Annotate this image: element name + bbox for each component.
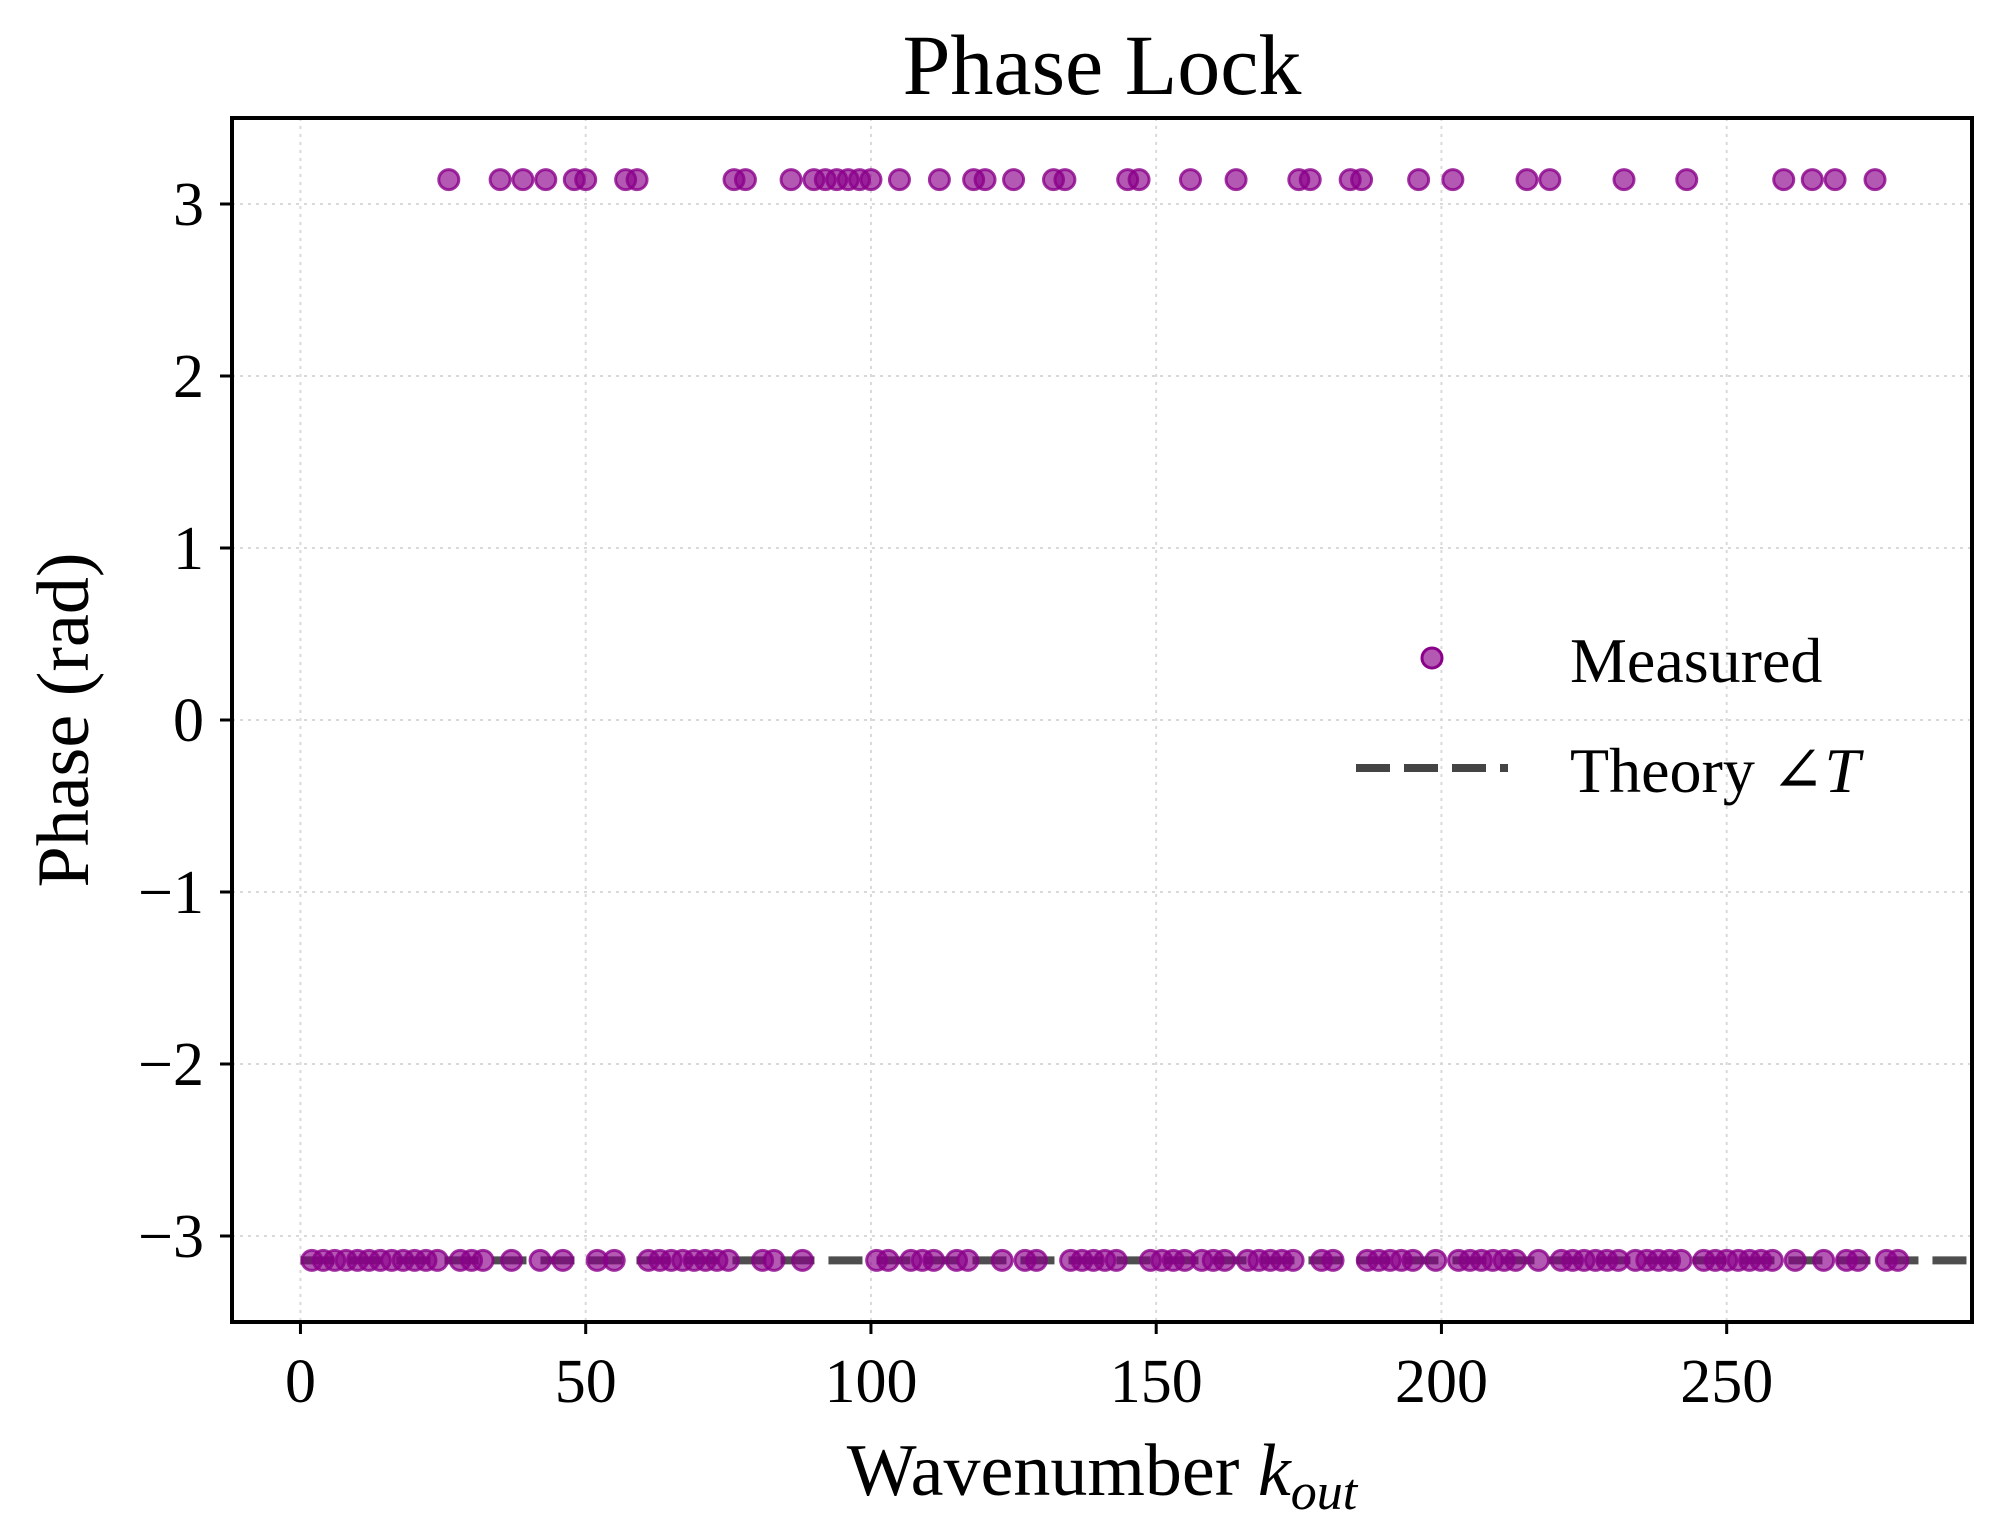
measured-point	[1846, 1248, 1870, 1272]
measured-point	[1321, 1248, 1345, 1272]
measured-point	[500, 1248, 524, 1272]
measured-point	[887, 168, 911, 192]
measured-point	[1441, 168, 1465, 192]
measured-point	[990, 1248, 1014, 1272]
y-tick-label: −2	[138, 1031, 204, 1099]
measured-point	[716, 1248, 740, 1272]
measured-point	[1612, 168, 1636, 192]
measured-point	[733, 168, 757, 192]
y-tick-label: 1	[173, 515, 204, 583]
measured-point	[927, 168, 951, 192]
legend-measured-marker	[1420, 646, 1444, 670]
x-axis-label-text: Wavenumber	[847, 1430, 1240, 1512]
measured-point	[1424, 1248, 1448, 1272]
plot-frame	[230, 116, 1974, 1324]
legend: Measured Theory ∠T	[1356, 625, 1864, 806]
measured-point	[1407, 168, 1431, 192]
measured-point	[574, 168, 598, 192]
measured-point	[1669, 1248, 1693, 1272]
measured-point	[1538, 168, 1562, 192]
measured-point	[511, 168, 535, 192]
legend-theory-label: Theory ∠T	[1570, 735, 1864, 806]
x-tick-label: 0	[285, 1348, 316, 1416]
measured-point	[1213, 1248, 1237, 1272]
measured-point	[534, 168, 558, 192]
measured-point	[1224, 168, 1248, 192]
measured-point	[1298, 168, 1322, 192]
y-tick-label: 2	[173, 343, 204, 411]
measured-point	[1178, 168, 1202, 192]
x-axis-label-sub: out	[1291, 1464, 1359, 1521]
chart-title: Phase Lock	[903, 17, 1302, 113]
x-tick-label: 50	[555, 1348, 617, 1416]
measured-point	[625, 168, 649, 192]
y-tick-label: 0	[173, 687, 204, 755]
measured-point	[790, 1248, 814, 1272]
measured-point	[779, 168, 803, 192]
measured-point	[1281, 1248, 1305, 1272]
measured-point	[1401, 1248, 1425, 1272]
y-axis-label: Phase (rad)	[23, 553, 105, 888]
x-tick-label: 100	[824, 1348, 917, 1416]
measured-point	[973, 168, 997, 192]
measured-point	[1863, 168, 1887, 192]
measured-point	[1675, 168, 1699, 192]
legend-theory-label-var: T	[1824, 735, 1864, 806]
measured-point	[1024, 1248, 1048, 1272]
measured-point	[602, 1248, 626, 1272]
measured-point	[1104, 1248, 1128, 1272]
measured-point	[1823, 168, 1847, 192]
measured-point	[1053, 168, 1077, 192]
measured-point	[1127, 168, 1151, 192]
measured-point	[859, 168, 883, 192]
measured-point	[1800, 168, 1824, 192]
measured-point	[1002, 168, 1026, 192]
legend-theory-label-text: Theory ∠	[1570, 735, 1824, 806]
measured-point	[1760, 1248, 1784, 1272]
measured-point	[437, 168, 461, 192]
y-tick-label: −3	[138, 1203, 204, 1271]
measured-point	[1812, 1248, 1836, 1272]
measured-point	[922, 1248, 946, 1272]
measured-point	[1526, 1248, 1550, 1272]
legend-measured-label: Measured	[1570, 625, 1822, 696]
measured-point	[1350, 168, 1374, 192]
measured-point	[551, 1248, 575, 1272]
x-axis-label-var: k	[1258, 1430, 1292, 1512]
measured-point	[425, 1248, 449, 1272]
y-axis-ticks: −3 −2 −1 0 1 2 3	[138, 171, 232, 1271]
measured-point	[1783, 1248, 1807, 1272]
gridlines	[232, 118, 1972, 1322]
measured-point	[762, 1248, 786, 1272]
y-tick-label: −1	[138, 859, 204, 927]
measured-series	[300, 168, 1910, 1272]
x-tick-label: 250	[1680, 1348, 1773, 1416]
y-tick-label: 3	[173, 171, 204, 239]
measured-point	[956, 1248, 980, 1272]
x-axis-label: Wavenumber kout	[847, 1430, 1359, 1521]
measured-point	[1886, 1248, 1910, 1272]
x-tick-label: 200	[1395, 1348, 1488, 1416]
measured-point	[1504, 1248, 1528, 1272]
measured-point	[876, 1248, 900, 1272]
measured-point	[471, 1248, 495, 1272]
measured-point	[528, 1248, 552, 1272]
measured-point	[1772, 168, 1796, 192]
measured-point	[488, 168, 512, 192]
x-tick-label: 150	[1110, 1348, 1203, 1416]
measured-point	[1515, 168, 1539, 192]
x-axis-ticks: 0 50 100 150 200 250	[285, 1322, 1773, 1416]
